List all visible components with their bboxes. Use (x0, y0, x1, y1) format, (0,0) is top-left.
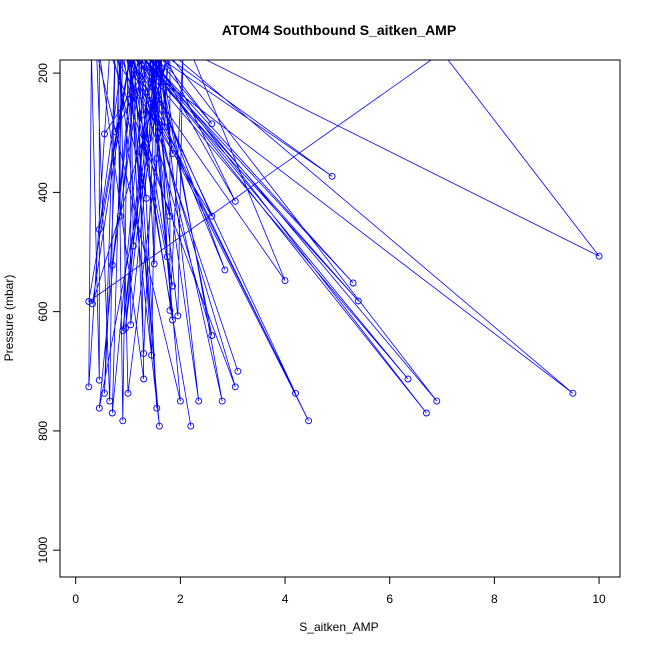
data-point (88, 300, 96, 308)
data-point (281, 277, 289, 285)
data-point (169, 316, 176, 324)
data-point (108, 409, 116, 417)
data-point (85, 383, 93, 391)
data-point (422, 409, 430, 417)
y-tick-label: 600 (36, 301, 50, 321)
data-point (85, 298, 93, 305)
y-tick-label: 1000 (36, 536, 50, 563)
data-point (140, 111, 148, 119)
x-axis-label: S_aitken_AMP (299, 620, 378, 634)
data-point (231, 197, 239, 205)
data-point (218, 397, 226, 405)
data-point (153, 154, 161, 162)
data-point (119, 417, 127, 425)
chart-title: ATOM4 Southbound S_aitken_AMP (222, 22, 456, 38)
series-layer (85, 60, 603, 430)
data-point (148, 108, 156, 116)
data-point (140, 142, 148, 150)
data-point (221, 266, 229, 274)
data-point (106, 397, 114, 405)
data-point (95, 376, 103, 384)
data-point (208, 120, 216, 128)
plot-frame (59, 59, 621, 578)
y-axis: 200 400 600 800 1000 (36, 63, 61, 564)
data-point (127, 321, 135, 329)
data-point (231, 383, 239, 391)
data-point (169, 150, 176, 158)
x-tick-label: 8 (491, 592, 498, 606)
data-point (569, 389, 577, 397)
data-point (140, 349, 148, 357)
data-point (328, 172, 336, 180)
series-line (88, 60, 600, 427)
data-point (142, 194, 150, 202)
data-point (116, 212, 124, 220)
data-point (208, 212, 216, 220)
data-point (161, 123, 169, 131)
data-point (145, 135, 153, 143)
data-point (111, 128, 119, 136)
x-tick-label: 0 (72, 592, 79, 606)
data-point (187, 422, 195, 430)
data-point (148, 351, 156, 359)
data-point (595, 252, 603, 260)
data-point (166, 306, 174, 314)
data-point (119, 327, 127, 335)
data-point (150, 260, 158, 268)
y-axis-label: Pressure (mbar) (2, 275, 16, 362)
x-tick-label: 4 (282, 592, 289, 606)
data-point (95, 225, 103, 233)
data-point (305, 417, 313, 425)
data-point (166, 212, 174, 220)
data-point (129, 242, 137, 250)
data-point (140, 375, 148, 383)
data-point (234, 367, 242, 375)
data-point (163, 253, 171, 261)
y-tick-label: 400 (36, 182, 50, 202)
data-point (176, 397, 184, 405)
data-point (433, 397, 441, 405)
data-point (108, 261, 116, 269)
data-point (95, 404, 103, 412)
data-point (124, 389, 132, 397)
data-point (153, 404, 161, 412)
y-tick-label: 800 (36, 421, 50, 441)
data-point (292, 389, 299, 397)
data-point (349, 279, 357, 287)
x-tick-label: 10 (592, 592, 606, 606)
y-tick-label: 200 (36, 63, 50, 83)
data-point (195, 397, 203, 405)
data-point (101, 389, 108, 397)
x-tick-label: 6 (386, 592, 393, 606)
data-point (208, 332, 216, 339)
data-point (101, 130, 108, 138)
data-point (354, 297, 362, 305)
data-point (174, 312, 182, 320)
data-point (169, 282, 176, 290)
data-point (155, 422, 163, 430)
data-point (404, 375, 412, 383)
x-axis: 0 2 4 6 8 10 (72, 576, 606, 606)
x-tick-label: 2 (177, 592, 184, 606)
